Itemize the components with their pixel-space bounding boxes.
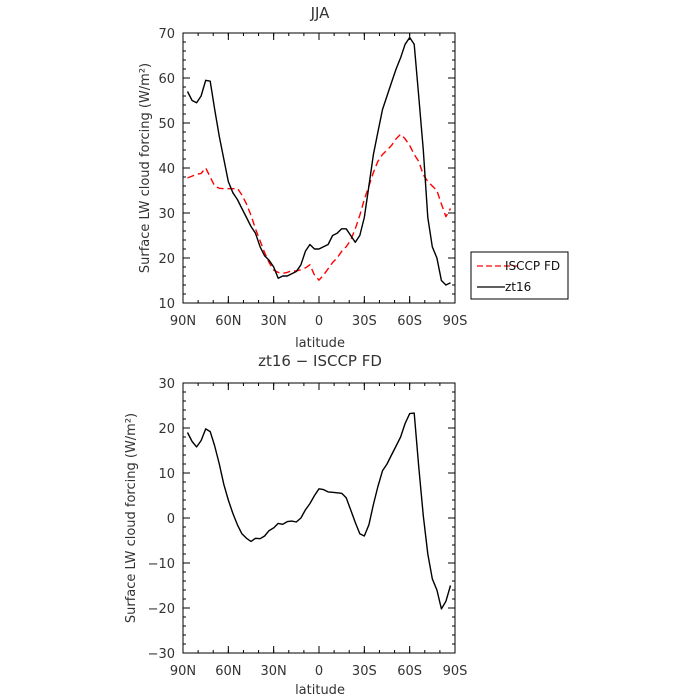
legend-label-zt16: zt16 <box>505 280 531 294</box>
bottom-y-tick-label: 0 <box>167 512 175 527</box>
legend: ISCCP FD zt16 <box>470 251 569 300</box>
top-y-tick-label: 10 <box>158 297 175 312</box>
legend-box <box>470 251 569 300</box>
top-plot-frame <box>182 32 456 304</box>
top-y-tick-label: 30 <box>158 207 175 222</box>
bottom-plot-frame <box>182 382 456 654</box>
top-chart-title: JJA <box>310 4 331 22</box>
bottom-y-tick-label: −30 <box>148 647 175 662</box>
top-x-axis-label: latitude <box>295 336 345 351</box>
top-y-tick-label: 70 <box>158 27 175 42</box>
top-x-tick-label: 30S <box>352 314 377 329</box>
isccp-fd-line <box>187 133 452 281</box>
top-y-tick-label: 20 <box>158 252 175 267</box>
top-x-tick-label: 30N <box>261 314 287 329</box>
bottom-x-tick-label: 60N <box>215 664 241 679</box>
bottom-y-axis-label: Surface LW cloud forcing (W/m²) <box>124 413 139 623</box>
zt16-line <box>186 36 451 286</box>
bottom-y-tick-label: −20 <box>148 602 175 617</box>
bottom-x-tick-label: 30N <box>261 664 287 679</box>
bottom-x-tick-label: 90S <box>443 664 468 679</box>
top-x-tick-label: 90N <box>170 314 196 329</box>
bottom-chart-title: zt16 − ISCCP FD <box>258 352 382 370</box>
top-y-tick-label: 40 <box>158 162 175 177</box>
bottom-x-tick-label: 0 <box>315 664 323 679</box>
bottom-y-tick-label: 10 <box>158 467 175 482</box>
bottom-y-tick-label: −10 <box>148 557 175 572</box>
panel-bottom: zt16 − ISCCP FD Surface LW cloud forcing… <box>124 352 467 698</box>
top-y-axis-label: Surface LW cloud forcing (W/m²) <box>138 63 153 273</box>
top-x-tick-label: 60N <box>215 314 241 329</box>
panel-top: JJA Surface LW cloud forcing (W/m²) lati… <box>138 4 467 351</box>
top-y-tick-label: 60 <box>158 72 175 87</box>
bottom-y-tick-label: 20 <box>158 422 175 437</box>
bottom-x-axis-label: latitude <box>295 683 345 698</box>
difference-line <box>186 412 452 610</box>
top-x-tick-label: 0 <box>315 314 323 329</box>
bottom-x-tick-label: 30S <box>352 664 377 679</box>
bottom-y-tick-label: 30 <box>158 377 175 392</box>
bottom-x-tick-label: 60S <box>397 664 422 679</box>
top-y-tick-label: 50 <box>158 117 175 132</box>
top-x-tick-label: 60S <box>397 314 422 329</box>
legend-label-isccp: ISCCP FD <box>505 259 560 273</box>
bottom-x-tick-label: 90N <box>170 664 196 679</box>
top-x-tick-label: 90S <box>443 314 468 329</box>
